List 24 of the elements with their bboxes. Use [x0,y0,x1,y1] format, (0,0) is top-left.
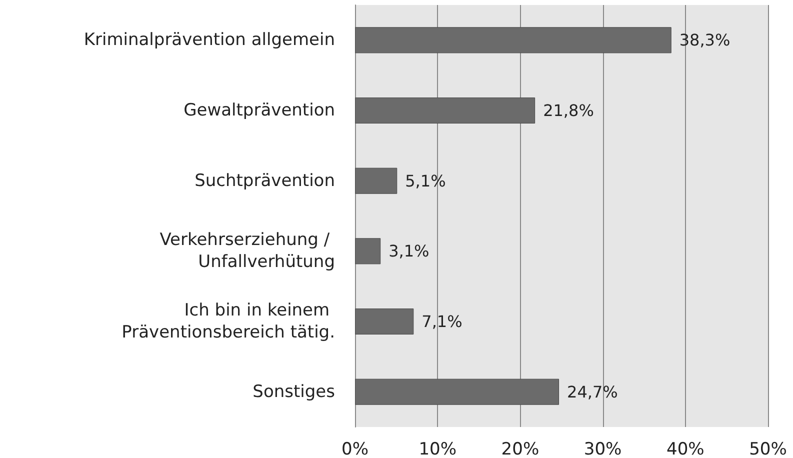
x-tick-label: 10% [418,440,456,458]
y-tick-label: Gewaltprävention [184,100,335,120]
x-tick-label: 0% [342,440,368,458]
data-label: 3,1% [388,242,430,261]
bar [355,238,381,264]
data-label: 7,1% [422,312,462,331]
x-tick-label: 40% [666,440,704,458]
y-tick-label: Suchtprävention [194,170,335,191]
bar [355,308,414,334]
data-label: 5,1% [405,171,446,190]
y-tick-label: Ich bin in keinem Präventionsbereich tätig. [122,300,335,342]
data-label: 38,3% [679,30,730,50]
bar [355,168,398,194]
bar [355,378,560,405]
y-tick-label: Verkehrserziehung / Unfallverhütung [160,230,335,272]
x-tick-label: 50% [749,440,787,458]
x-tick-label: 20% [501,440,540,458]
bar [355,27,672,54]
y-tick-label: Sonstiges [252,382,336,402]
data-label: 21,8% [543,101,594,120]
x-tick-label: 30% [584,440,622,458]
data-label: 24,7% [567,382,618,402]
y-tick-label: Kriminalprävention allgemein [84,30,335,50]
bar [355,98,536,124]
